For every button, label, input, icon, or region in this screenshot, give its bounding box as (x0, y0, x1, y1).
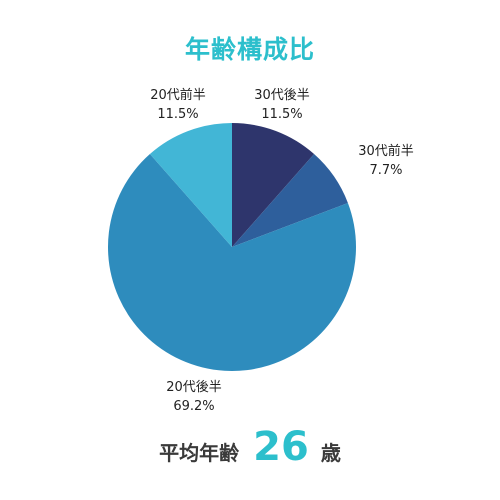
average-age-label: 平均年齢 (159, 441, 240, 465)
average-age-unit: 歳 (320, 441, 341, 465)
slice-label: 20代前半 11.5% (150, 86, 206, 124)
slice-label: 30代前半 7.7% (358, 142, 414, 180)
pie-slice (149, 123, 232, 247)
average-age-value: 26 (253, 424, 309, 470)
slice-label-value: 11.5% (261, 107, 303, 122)
slice-label-value: 11.5% (157, 107, 199, 122)
slice-label-name: 30代後半 (254, 88, 310, 103)
chart-title: 年齢構成比 (184, 35, 315, 64)
slice-label-name: 20代後半 (166, 380, 222, 395)
pie-slice (232, 123, 315, 247)
pie-slice (232, 154, 348, 247)
average-age: 平均年齢 26 歳 (0, 424, 500, 470)
slice-label-name: 20代前半 (150, 88, 206, 103)
slice-label-value: 7.7% (369, 163, 403, 178)
slice-label-name: 30代前半 (358, 144, 414, 159)
slice-label: 30代後半 11.5% (254, 86, 310, 124)
slice-label: 20代後半 69.2% (166, 378, 222, 416)
pie-slice (107, 154, 357, 371)
slice-label-value: 69.2% (173, 399, 215, 414)
